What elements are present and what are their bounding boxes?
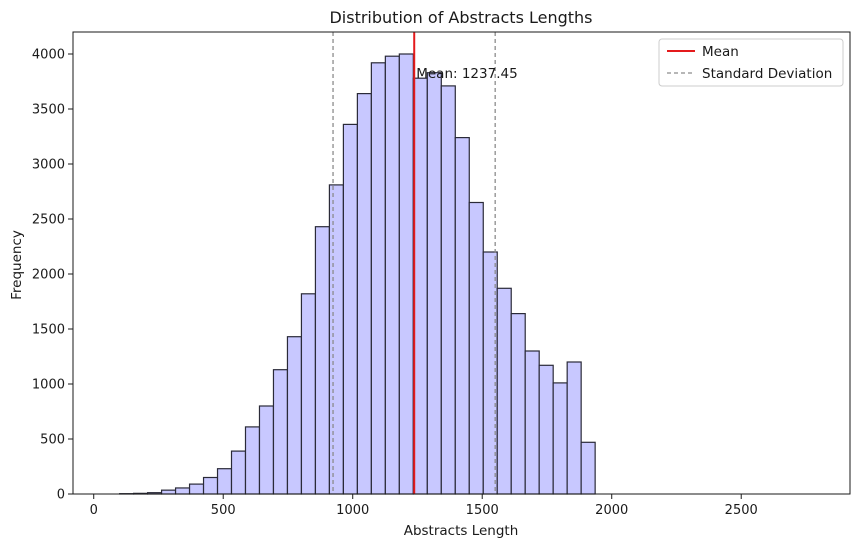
- y-tick-label: 1500: [32, 323, 65, 338]
- bars-group: [119, 53, 596, 495]
- histogram-bar: [384, 55, 400, 495]
- legend-label: Standard Deviation: [702, 66, 832, 82]
- x-tick-label: 1500: [466, 503, 499, 518]
- histogram-bar: [300, 293, 317, 495]
- histogram-bar: [286, 336, 303, 495]
- legend-label: Mean: [702, 44, 739, 60]
- histogram-bar: [356, 92, 372, 495]
- histogram-bar: [454, 137, 470, 495]
- y-tick-label: 3500: [32, 103, 65, 118]
- histogram-bar: [370, 62, 386, 495]
- histogram-bar: [314, 226, 331, 495]
- y-tick-label: 2500: [32, 213, 65, 228]
- histogram-bar: [566, 361, 582, 495]
- histogram-bar: [426, 72, 442, 495]
- histogram-bar: [440, 85, 456, 495]
- x-axis: 0 500 1000 1500 2000 2500: [90, 494, 758, 518]
- histogram-bar: [244, 426, 261, 495]
- histogram-bar: [468, 201, 484, 495]
- mean-annotation: Mean: 1237.45: [416, 66, 517, 82]
- x-tick-label: 500: [211, 503, 236, 518]
- histogram-bar: [552, 382, 568, 495]
- histogram-bar: [580, 441, 596, 495]
- x-axis-label: Abstracts Length: [404, 523, 519, 539]
- histogram-bar: [174, 487, 191, 495]
- histogram-bar: [230, 450, 247, 495]
- x-tick-label: 2000: [595, 503, 628, 518]
- histogram-bar: [342, 123, 358, 495]
- histogram-bar: [272, 369, 289, 495]
- histogram-bar: [510, 313, 526, 495]
- legend-box: [658, 38, 844, 87]
- y-axis: 0 500 1000 1500 2000 2500 3000 3500 4000: [32, 48, 73, 503]
- histogram-bar: [202, 476, 219, 495]
- x-tick-label: 1000: [336, 503, 369, 518]
- histogram-bar: [398, 53, 414, 495]
- histogram-bar: [216, 468, 233, 495]
- chart-title: Distribution of Abstracts Lengths: [329, 8, 592, 27]
- histogram-bar: [482, 251, 498, 495]
- y-tick-label: 0: [57, 488, 65, 503]
- histogram-bar: [538, 364, 554, 495]
- x-tick-label: 0: [90, 503, 98, 518]
- y-tick-label: 1000: [32, 378, 65, 393]
- histogram-bar: [160, 489, 177, 495]
- legend: Mean Standard Deviation: [658, 38, 844, 87]
- y-tick-label: 4000: [32, 48, 65, 63]
- y-tick-label: 2000: [32, 268, 65, 283]
- y-axis-label: Frequency: [9, 230, 25, 300]
- histogram-bar: [258, 405, 275, 495]
- histogram-bar: [524, 350, 540, 495]
- reference-lines: [332, 32, 496, 494]
- histogram-bar: [188, 483, 205, 495]
- x-tick-label: 2500: [725, 503, 758, 518]
- y-tick-label: 3000: [32, 158, 65, 173]
- histogram-bar: [496, 287, 512, 495]
- histogram-bar: [412, 77, 428, 495]
- plot-frame: [72, 31, 851, 495]
- y-tick-label: 500: [40, 433, 65, 448]
- histogram-bar: [328, 184, 344, 495]
